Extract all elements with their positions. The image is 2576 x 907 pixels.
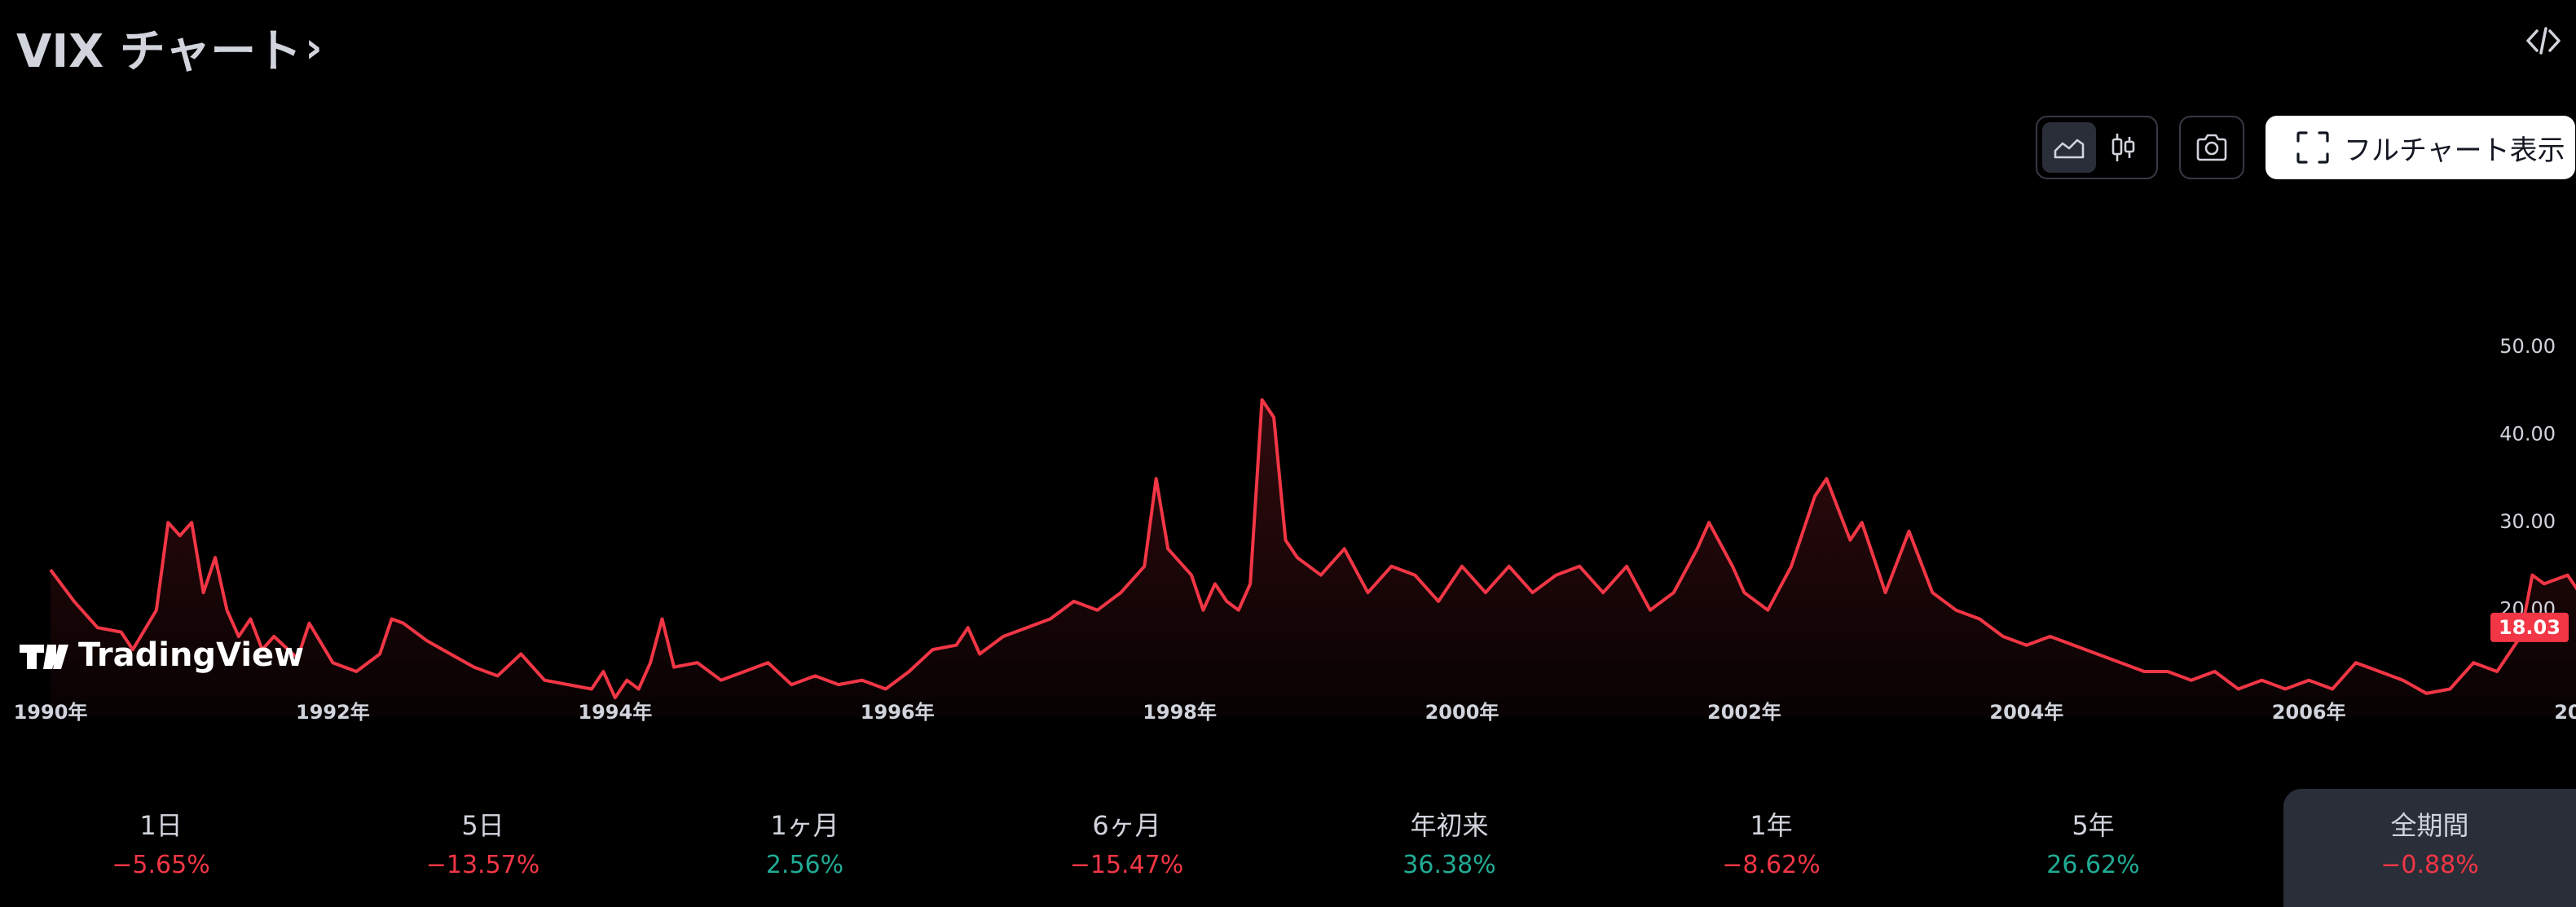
period-7-button[interactable]: 5年 26.62% <box>1932 789 2254 907</box>
period-change-value: 26.62% <box>2046 851 2140 879</box>
chart-title-text: VIX チャート <box>16 25 302 78</box>
area-chart-icon <box>2054 139 2085 159</box>
tradingview-watermark: TradingView <box>20 636 304 674</box>
candlestick-icon <box>2111 134 2135 161</box>
period-2-button[interactable]: 5日 −13.57% <box>322 789 644 907</box>
x-tick-label: 1998年 <box>1143 701 1217 724</box>
x-tick-label: 1992年 <box>296 701 370 724</box>
x-tick-label: 2008年 <box>2554 701 2576 724</box>
last-price-label: 18.03 <box>2499 616 2561 639</box>
period-label: 5日 <box>461 810 504 841</box>
fullscreen-label: フルチャート表示 <box>2344 134 2565 167</box>
candlestick-chart-button[interactable] <box>2096 122 2150 173</box>
snapshot-button[interactable] <box>2179 116 2244 179</box>
period-3-button[interactable]: 1ヶ月 2.56% <box>644 789 966 907</box>
y-tick-label: 50.00 <box>2499 335 2556 358</box>
x-tick-label: 1994年 <box>578 701 652 724</box>
period-1-button[interactable]: 1日 −5.65% <box>0 789 322 907</box>
period-change-value: −15.47% <box>1069 851 1184 879</box>
x-tick-label: 1996年 <box>861 701 935 724</box>
tradingview-logo-icon <box>20 645 68 669</box>
x-tick-label: 2002年 <box>1707 701 1781 724</box>
code-icon[interactable] <box>2524 21 2563 60</box>
period-label: 5年 <box>2072 810 2115 841</box>
period-change-value: −0.88% <box>2380 851 2479 879</box>
area-fill <box>51 399 2576 717</box>
fullscreen-chart-button[interactable]: フルチャート表示 <box>2266 116 2575 179</box>
chevron-right-icon: › <box>305 23 323 73</box>
area-chart-button[interactable] <box>2042 122 2096 173</box>
period-change-value: −8.62% <box>1722 851 1821 879</box>
watermark-text: TradingView <box>78 636 304 674</box>
x-tick-label: 2000年 <box>1425 701 1499 724</box>
period-6-button[interactable]: 1年 −8.62% <box>1610 789 1932 907</box>
x-tick-label: 1990年 <box>14 701 88 724</box>
period-label: 1年 <box>1750 810 1793 841</box>
period-label: 1ヶ月 <box>770 810 839 841</box>
period-label: 6ヶ月 <box>1092 810 1161 841</box>
period-change-value: −5.65% <box>112 851 210 879</box>
period-8-button[interactable]: 全期間 −0.88% <box>2283 789 2576 907</box>
fullscreen-icon <box>2296 131 2329 164</box>
y-tick-label: 30.00 <box>2499 510 2556 533</box>
y-tick-label: 40.00 <box>2499 423 2556 446</box>
period-label: 全期間 <box>2390 810 2469 841</box>
performance-bar: 1日 −5.65% 5日 −13.57% 1ヶ月 2.56% 6ヶ月 −15.47% 年初来 36… <box>0 789 2576 907</box>
chart-style-toggle <box>2036 116 2158 179</box>
x-tick-label: 2004年 <box>1989 701 2063 724</box>
period-change-value: −13.57% <box>425 851 540 879</box>
period-change-value: 36.38% <box>1402 851 1496 879</box>
period-change-value: 2.56% <box>765 851 844 879</box>
x-tick-label: 2006年 <box>2272 701 2346 724</box>
period-5-button[interactable]: 年初来 36.38% <box>1288 789 1610 907</box>
chart-toolbar: フルチャート表示 <box>2036 116 2575 179</box>
camera-icon <box>2196 134 2227 161</box>
period-label: 年初来 <box>1410 810 1489 841</box>
period-label: 1日 <box>139 810 183 841</box>
series-line <box>49 398 2576 700</box>
last-price-tag: 18.03 <box>2490 612 2569 642</box>
chart-title[interactable]: VIX チャート › <box>16 15 323 81</box>
period-4-button[interactable]: 6ヶ月 −15.47% <box>966 789 1288 907</box>
